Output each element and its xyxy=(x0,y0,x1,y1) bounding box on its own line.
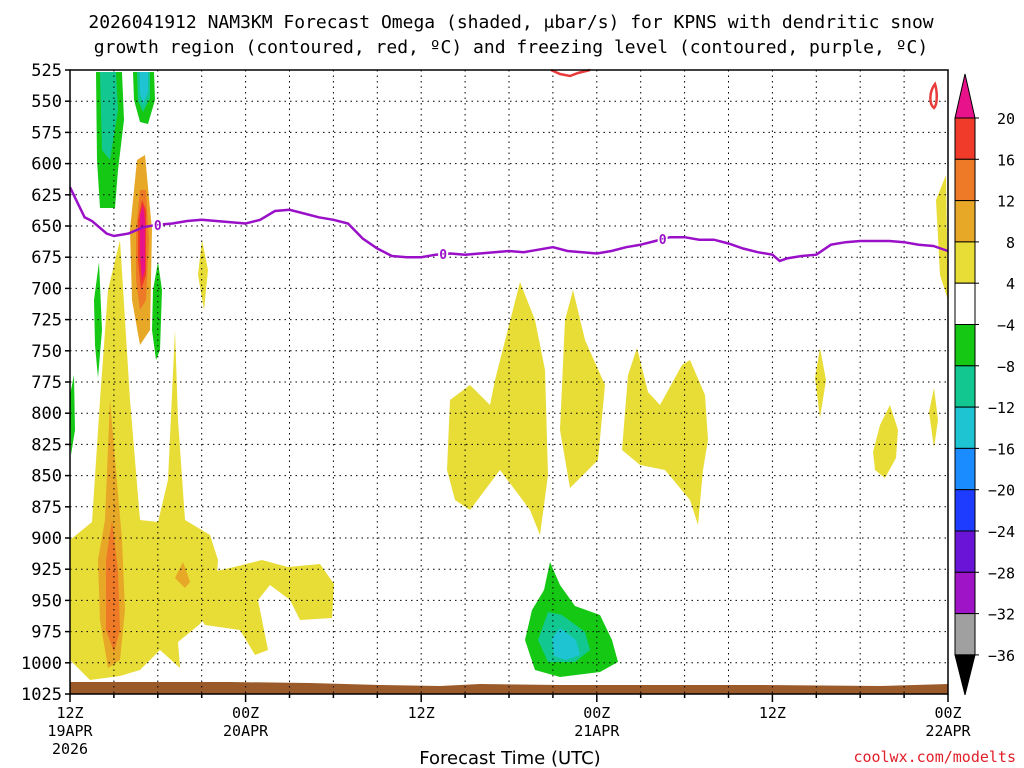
colorbar-cap-bottom xyxy=(954,654,976,696)
omega-region-orange-small xyxy=(175,562,190,588)
colorbar-label: −32 xyxy=(988,606,1015,624)
colorbar-swatch xyxy=(954,406,976,449)
x-tick-label: 2026 xyxy=(52,740,88,758)
credit-text: coolwx.com/modelts xyxy=(853,748,1016,766)
omega-shading xyxy=(70,72,948,680)
colorbar-swatch xyxy=(954,282,976,326)
y-tick-label: 700 xyxy=(31,279,62,299)
chart-axes: 525 550 575 600 625 650 675 700 725 750 775 800 825 8… xyxy=(21,61,971,758)
y-tick-label: 675 xyxy=(31,248,62,268)
x-axis-title: Forecast Time (UTC) xyxy=(419,748,600,768)
colorbar-label: 4 xyxy=(1006,275,1015,293)
y-tick-label: 575 xyxy=(31,123,62,143)
y-tick-label: 625 xyxy=(31,186,62,206)
freezing-level-line xyxy=(68,186,949,263)
x-tick-label: 22APR xyxy=(925,722,971,740)
x-tick-label: 20APR xyxy=(223,722,269,740)
omega-region-cyan-lower xyxy=(552,628,580,660)
colorbar-label: 20 xyxy=(997,110,1015,128)
colorbar-swatch xyxy=(954,613,976,656)
colorbar-label: −24 xyxy=(988,523,1015,541)
omega-region-yellow-day2b xyxy=(560,290,605,488)
x-tick-label: 00Z xyxy=(583,704,610,722)
dendritic-growth-contours xyxy=(550,68,938,110)
omega-region-cyan-upper xyxy=(140,72,148,104)
dendritic-contour-top xyxy=(550,68,591,78)
chart-title-line2: growth region (contoured, red, ºC) and f… xyxy=(94,37,928,58)
colorbar-swatch xyxy=(954,241,976,284)
colorbar-swatch xyxy=(954,158,976,202)
colorbar-swatch xyxy=(954,200,976,243)
colorbar-swatch xyxy=(954,530,976,573)
y-tick-label: 925 xyxy=(31,560,62,580)
freezing-level-label: 0 xyxy=(154,219,162,234)
colorbar-swatch xyxy=(954,489,976,532)
omega-region-deeporange-early xyxy=(106,520,120,652)
colorbar-label: −8 xyxy=(997,358,1015,376)
freezing-level-series: 0 0 0 xyxy=(68,186,949,263)
omega-region-yellow-late3 xyxy=(929,388,938,448)
dendritic-contour-right xyxy=(929,81,938,110)
y-tick-label: 550 xyxy=(31,92,62,112)
colorbar-swatch xyxy=(954,324,976,367)
x-tick-label: 12Z xyxy=(56,704,83,722)
y-tick-label: 875 xyxy=(31,498,62,518)
omega-region-yellow-day2a xyxy=(447,282,548,535)
omega-region-yellow-late2 xyxy=(873,405,898,478)
omega-region-yellow-late4 xyxy=(936,175,948,300)
colorbar-swatch xyxy=(954,571,976,615)
omega-region-yellow-day2c xyxy=(622,348,708,525)
colorbar-label: 16 xyxy=(997,151,1015,169)
freezing-level-label-bg xyxy=(438,247,449,261)
y-tick-label: 900 xyxy=(31,529,62,549)
freezing-level-label: 0 xyxy=(439,248,447,263)
colorbar-label: −36 xyxy=(988,647,1015,665)
y-tick-label: 525 xyxy=(31,61,62,81)
y-tick-label: 725 xyxy=(31,311,62,331)
y-tick-label: 950 xyxy=(31,591,62,611)
y-tick-label: 650 xyxy=(31,217,62,237)
omega-region-green-mid2 xyxy=(152,262,162,360)
y-tick-label: 800 xyxy=(31,404,62,424)
y-tick-label: 1025 xyxy=(21,685,62,705)
freezing-level-label-bg xyxy=(152,217,163,231)
x-tick-label: 12Z xyxy=(408,704,435,722)
colorbar: 20 16 12 8 4 −4 −8 −12 −16 −20 −24 −28 −32 −36 xyxy=(954,73,1015,696)
colorbar-swatch xyxy=(954,365,976,408)
colorbar-label: −12 xyxy=(988,399,1015,417)
x-tick-label: 00Z xyxy=(232,704,259,722)
freezing-level-label: 0 xyxy=(659,233,667,248)
colorbar-cap-top xyxy=(954,73,976,119)
omega-region-teal-upper1 xyxy=(100,72,118,160)
y-tick-label: 825 xyxy=(31,435,62,455)
omega-region-yellow-mid2 xyxy=(175,560,334,655)
colorbar-label: −4 xyxy=(997,317,1015,335)
freezing-level-label-bg xyxy=(657,232,668,246)
y-tick-label: 750 xyxy=(31,342,62,362)
omega-region-green-left xyxy=(70,375,75,455)
y-tick-label: 775 xyxy=(31,373,62,393)
y-tick-label: 850 xyxy=(31,467,62,487)
x-tick-label: 21APR xyxy=(574,722,620,740)
omega-region-magenta-core xyxy=(140,205,145,280)
colorbar-label: 12 xyxy=(997,193,1015,211)
colorbar-label: 8 xyxy=(1006,234,1015,252)
colorbar-swatch xyxy=(954,447,976,491)
colorbar-label: −16 xyxy=(988,440,1015,458)
chart-title-line1: 2026041912 NAM3KM Forecast Omega (shaded… xyxy=(88,12,933,33)
y-tick-label: 1000 xyxy=(21,654,62,674)
colorbar-label: −20 xyxy=(988,482,1015,500)
colorbar-label: −28 xyxy=(988,564,1015,582)
y-tick-label: 600 xyxy=(31,155,62,175)
x-tick-label: 00Z xyxy=(934,704,961,722)
colorbar-swatch xyxy=(954,117,976,160)
x-tick-label: 19APR xyxy=(47,722,93,740)
x-tick-label: 12Z xyxy=(759,704,786,722)
omega-region-yellow-late1 xyxy=(815,348,826,418)
surface-terrain xyxy=(70,682,948,694)
omega-region-yellow-mid1 xyxy=(198,240,208,310)
y-tick-label: 975 xyxy=(31,623,62,643)
